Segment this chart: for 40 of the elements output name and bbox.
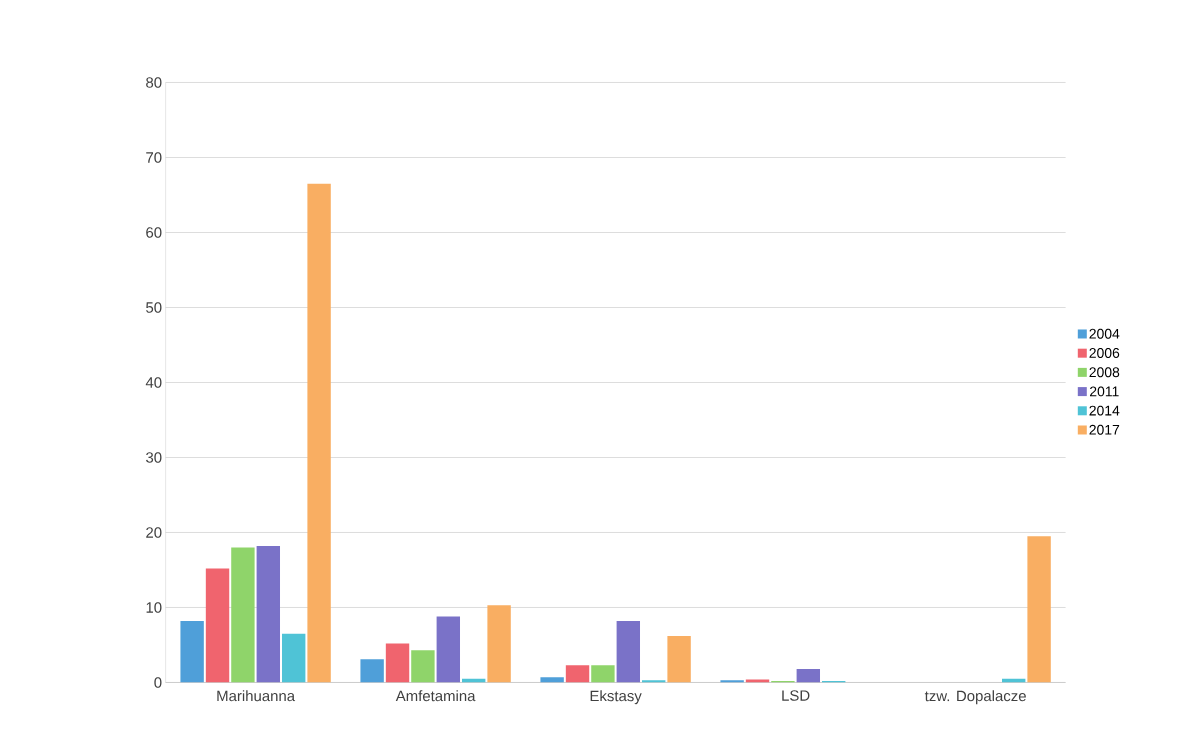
y-tick-label: 50 bbox=[146, 302, 162, 313]
legend-label: 2006 bbox=[1089, 348, 1120, 358]
y-tick-label: 30 bbox=[146, 452, 162, 463]
bar bbox=[591, 665, 615, 683]
y-tick-label: 10 bbox=[146, 602, 162, 613]
y-tick-label: 60 bbox=[146, 227, 162, 238]
bar bbox=[360, 659, 384, 683]
bar bbox=[256, 545, 281, 683]
x-tick-label: Amfetamina bbox=[395, 690, 476, 702]
y-tick-label: 20 bbox=[146, 527, 162, 538]
legend-label: 2017 bbox=[1089, 424, 1120, 435]
y-tick-label: 70 bbox=[146, 152, 162, 163]
bar bbox=[205, 568, 230, 683]
bar bbox=[411, 650, 435, 683]
legend-label: 2014 bbox=[1089, 405, 1120, 416]
x-tick-label: LSD bbox=[782, 690, 810, 701]
legend-label: 2004 bbox=[1089, 328, 1120, 339]
y-tick-label: 80 bbox=[146, 77, 162, 88]
legend-label: 2008 bbox=[1089, 367, 1120, 378]
bar bbox=[796, 668, 821, 683]
bar bbox=[282, 633, 306, 683]
y-tick-label: 40 bbox=[145, 377, 162, 388]
bar bbox=[745, 679, 770, 683]
y-tick-label: 0 bbox=[154, 677, 162, 688]
x-tick-label: Ekstasy bbox=[590, 690, 642, 705]
bar bbox=[307, 183, 331, 683]
bar bbox=[231, 547, 255, 683]
bar bbox=[720, 680, 744, 683]
x-tick-label: Marihuanna bbox=[217, 690, 296, 702]
bar bbox=[667, 635, 691, 683]
bar bbox=[436, 616, 461, 683]
x-tick-label: tzw. Dopalacze bbox=[924, 690, 1026, 705]
legend-label: 2011 bbox=[1090, 386, 1119, 397]
bar bbox=[616, 620, 641, 683]
bar bbox=[487, 605, 511, 683]
bar bbox=[540, 677, 564, 683]
bar bbox=[180, 620, 204, 683]
bar bbox=[1027, 536, 1051, 683]
bar bbox=[385, 643, 410, 683]
bar bbox=[565, 665, 590, 683]
